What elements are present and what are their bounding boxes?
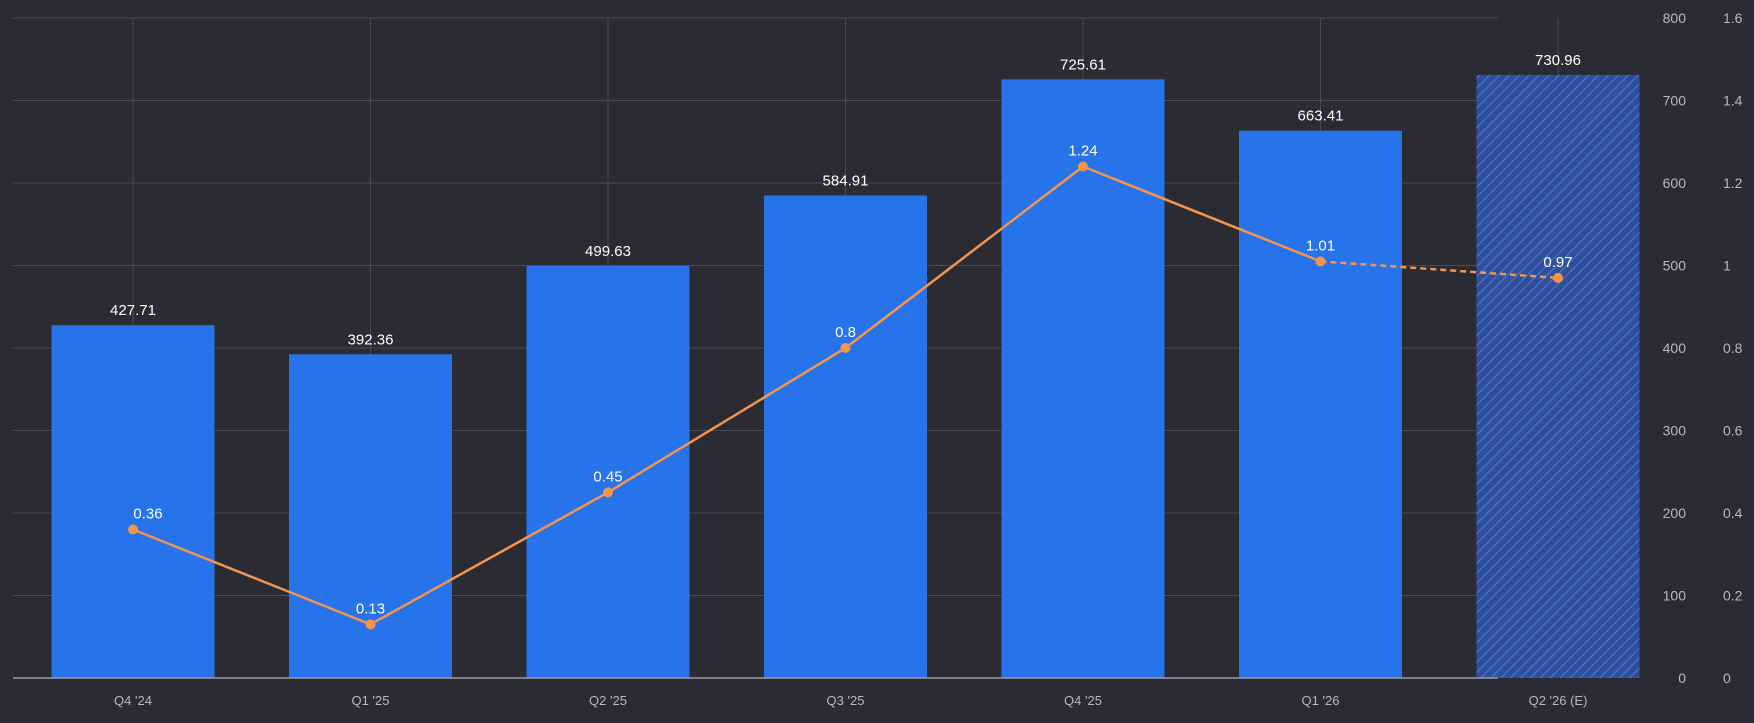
y-left-tick-label: 200 bbox=[1663, 505, 1687, 521]
line-value-label: 0.8 bbox=[835, 324, 856, 341]
x-tick-label: Q4 '24 bbox=[114, 693, 152, 708]
bar-value-label: 427.71 bbox=[110, 302, 156, 319]
line-point bbox=[1553, 272, 1563, 283]
line-point bbox=[840, 343, 851, 353]
line-point bbox=[365, 619, 376, 630]
x-tick-label: Q2 '25 bbox=[589, 693, 627, 708]
y-right-tick-label: 0 bbox=[1723, 670, 1731, 686]
line-value-label: 0.45 bbox=[593, 468, 622, 485]
y-left-tick-label: 0 bbox=[1678, 670, 1686, 686]
line-point bbox=[1078, 161, 1088, 172]
line-layer bbox=[128, 161, 1563, 630]
x-tick-label: Q3 '25 bbox=[827, 693, 865, 708]
line-point bbox=[128, 524, 138, 535]
bar-estimate bbox=[1476, 74, 1640, 678]
y-left-tick-label: 700 bbox=[1663, 93, 1687, 109]
y-right-tick-label: 0.2 bbox=[1723, 588, 1743, 604]
y-right-tick-label: 0.8 bbox=[1723, 340, 1743, 356]
line-value-label: 1.24 bbox=[1068, 143, 1097, 160]
bar bbox=[526, 265, 690, 678]
line-value-label: 1.01 bbox=[1306, 237, 1335, 254]
y-left-tick-label: 600 bbox=[1663, 175, 1687, 191]
bar bbox=[1239, 130, 1402, 678]
y-left-tick-label: 800 bbox=[1663, 10, 1687, 26]
x-tick-label: Q2 '26 (E) bbox=[1529, 693, 1588, 708]
y-right-tick-label: 0.6 bbox=[1723, 423, 1743, 439]
line-value-label: 0.97 bbox=[1543, 254, 1572, 271]
bar bbox=[51, 325, 215, 678]
bar-layer bbox=[51, 74, 1640, 678]
y-left-tick-label: 500 bbox=[1663, 258, 1687, 274]
label-layer: 427.71 392.36 499.63 584.91 725.61 663.41 730.… bbox=[110, 52, 1581, 617]
y-right-tick-label: 0.4 bbox=[1723, 505, 1743, 521]
y-right-tick-label: 1.2 bbox=[1723, 175, 1743, 191]
bar-value-label: 392.36 bbox=[348, 331, 394, 348]
line-point bbox=[603, 487, 613, 498]
y-right-tick-label: 1.4 bbox=[1723, 93, 1743, 109]
x-tick-label: Q1 '25 bbox=[352, 693, 390, 708]
bar bbox=[764, 195, 927, 678]
x-tick-label: Q1 '26 bbox=[1302, 693, 1340, 708]
line-series-solid bbox=[132, 165, 1321, 626]
y-left-tick-label: 100 bbox=[1663, 588, 1687, 604]
bar-value-label: 584.91 bbox=[823, 172, 869, 189]
line-point bbox=[1315, 256, 1326, 267]
line-value-label: 0.13 bbox=[356, 600, 385, 617]
line-value-label: 0.36 bbox=[133, 506, 162, 523]
bar bbox=[289, 354, 452, 678]
x-tick-label: Q4 '25 bbox=[1064, 693, 1102, 708]
y-right-tick-label: 1.6 bbox=[1723, 10, 1743, 26]
y-right-tick-label: 1 bbox=[1723, 258, 1731, 274]
bar-value-label: 730.96 bbox=[1535, 52, 1581, 69]
bar bbox=[1001, 79, 1165, 678]
axis-layer: 0 0 100 0.2 200 0.4 300 0.6 400 0.8 500 1 600 1.2 700 1… bbox=[13, 10, 1743, 708]
y-left-tick-label: 400 bbox=[1663, 340, 1687, 356]
y-left-tick-label: 300 bbox=[1663, 423, 1687, 439]
bar-value-label: 663.41 bbox=[1298, 108, 1344, 125]
bar-value-label: 725.61 bbox=[1060, 56, 1106, 73]
bar-value-label: 499.63 bbox=[585, 243, 631, 260]
